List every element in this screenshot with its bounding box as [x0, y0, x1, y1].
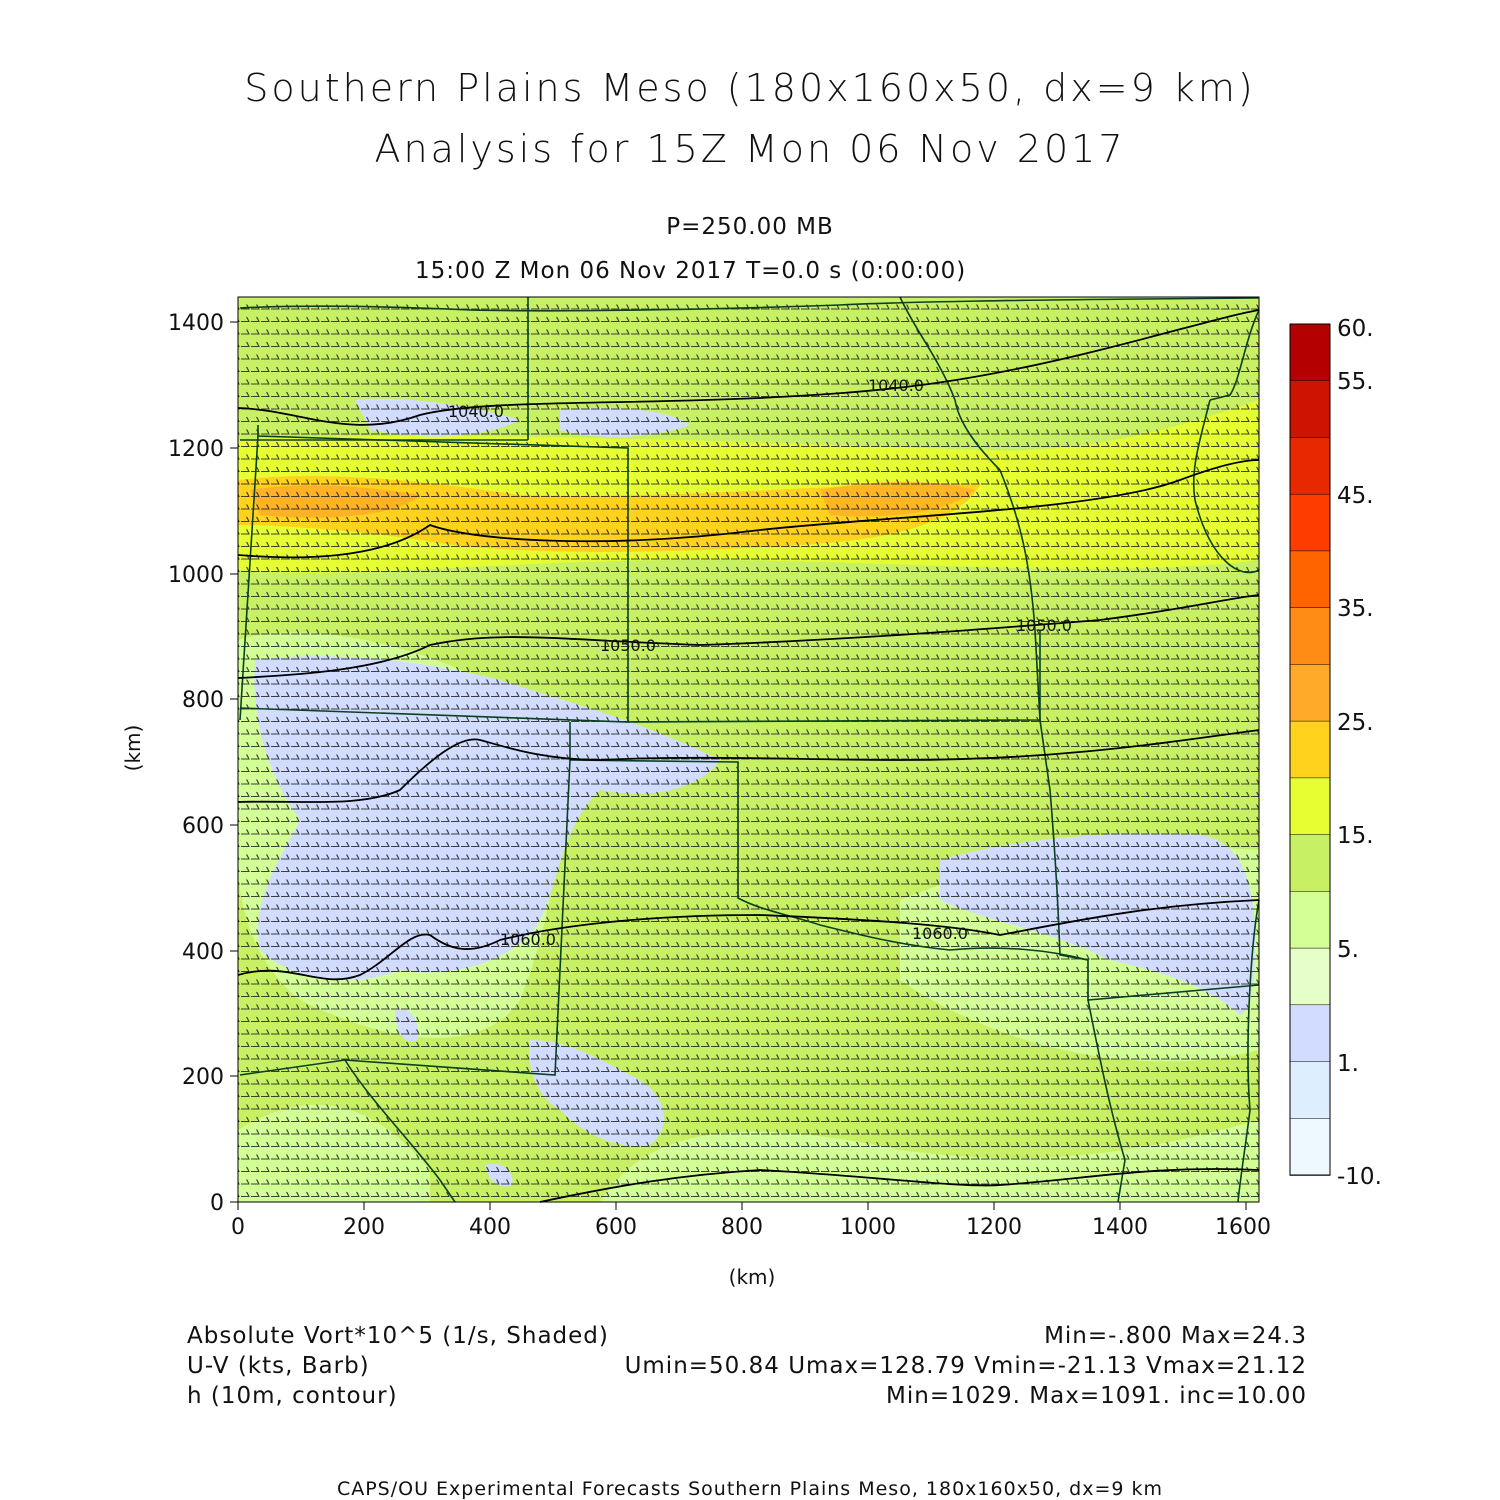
- colorbar-swatch: [1289, 664, 1331, 722]
- colorbar-swatch: [1289, 437, 1331, 495]
- colorbar-label: 60.: [1337, 316, 1374, 342]
- colorbar-label: 25.: [1337, 710, 1374, 736]
- contour-label: 1040.0: [448, 402, 504, 421]
- y-axis-label: (km): [121, 725, 145, 772]
- legend-field3-name: h (10m, contour): [187, 1383, 398, 1409]
- contour-label-group: 1040.0 1040.0 1050.0 1050.0 1060.0 1060.…: [448, 376, 1072, 949]
- x-tick-label: 400: [469, 1215, 511, 1240]
- height-contours: [237, 309, 1260, 1203]
- pressure-level: P=250.00 MB: [666, 214, 834, 240]
- axis-ticks: [230, 321, 1247, 1210]
- legend-field1-stats: Min=-.800 Max=24.3: [1044, 1323, 1307, 1349]
- colorbar-swatch: [1289, 1118, 1331, 1176]
- valid-time: 15:00 Z Mon 06 Nov 2017 T=0.0 s (0:00:00…: [415, 258, 967, 284]
- colorbar-label: 1.: [1337, 1051, 1359, 1077]
- colorbar-swatch: [1289, 493, 1331, 552]
- x-tick-labels: 0 200 400 600 800 1000 1200 1400 1600: [231, 1215, 1271, 1240]
- colorbar-label: 15.: [1337, 823, 1374, 849]
- contour-label: 1050.0: [600, 636, 656, 655]
- y-tick-label: 400: [182, 940, 224, 965]
- state-boundaries: [239, 296, 1260, 1203]
- x-tick-label: 800: [721, 1215, 763, 1240]
- map-title-line2: Analysis for 15Z Mon 06 Nov 2017: [374, 127, 1126, 171]
- colorbar: [1289, 323, 1331, 1176]
- contour-label: 1050.0: [1016, 616, 1072, 635]
- y-tick-label: 1400: [168, 311, 224, 336]
- colorbar-swatch: [1289, 1061, 1331, 1119]
- x-axis-label: (km): [729, 1265, 776, 1289]
- x-tick-label: 0: [231, 1215, 245, 1240]
- legend-field2-name: U-V (kts, Barb): [187, 1353, 370, 1379]
- x-tick-label: 200: [343, 1215, 385, 1240]
- contour-label: 1060.0: [500, 930, 556, 949]
- contour-label: 1060.0: [912, 924, 968, 943]
- wind-barbs: [238, 297, 1259, 1202]
- x-tick-label: 1200: [966, 1215, 1022, 1240]
- colorbar-swatch: [1289, 947, 1331, 1006]
- y-tick-label: 1000: [168, 563, 224, 588]
- contour-label: 1040.0: [868, 376, 924, 395]
- plot-frame: [237, 296, 1260, 1203]
- x-tick-label: 600: [595, 1215, 637, 1240]
- colorbar-swatch: [1289, 550, 1331, 609]
- y-tick-label: 200: [182, 1065, 224, 1090]
- colorbar-swatch: [1289, 607, 1331, 666]
- colorbar-swatch: [1289, 777, 1331, 836]
- y-tick-label: 0: [210, 1191, 224, 1216]
- legend-field1-name: Absolute Vort*10^5 (1/s, Shaded): [187, 1323, 609, 1349]
- colorbar-label: 55.: [1337, 369, 1374, 395]
- colorbar-labels: 60. 55. 45. 35. 25. 15. 5. 1. -10.: [1337, 316, 1382, 1190]
- colorbar-swatch: [1289, 380, 1331, 439]
- y-tick-label: 1200: [168, 437, 224, 462]
- x-tick-label: 1400: [1092, 1215, 1148, 1240]
- x-tick-label: 1000: [840, 1215, 896, 1240]
- colorbar-frame: [1289, 323, 1331, 1176]
- colorbar-swatch: [1289, 834, 1331, 893]
- x-tick-label: 1600: [1215, 1215, 1271, 1240]
- colorbar-label: 35.: [1337, 596, 1374, 622]
- legend-field2-stats: Umin=50.84 Umax=128.79 Vmin=-21.13 Vmax=…: [624, 1353, 1307, 1379]
- map-title-line1: Southern Plains Meso (180x160x50, dx=9 k…: [244, 66, 1256, 110]
- colorbar-label: 45.: [1337, 483, 1374, 509]
- colorbar-swatch: [1289, 323, 1331, 382]
- y-tick-label: 600: [182, 814, 224, 839]
- colorbar-swatch: [1289, 1004, 1331, 1063]
- y-tick-label: 800: [182, 688, 224, 713]
- colorbar-swatch: [1289, 891, 1331, 949]
- y-tick-labels: 0 200 400 600 800 1000 1200 1400: [168, 311, 224, 1216]
- colorbar-label: 5.: [1337, 937, 1359, 963]
- footer-credit: CAPS/OU Experimental Forecasts Southern …: [336, 1478, 1164, 1500]
- colorbar-label: -10.: [1337, 1164, 1382, 1190]
- colorbar-swatch: [1289, 720, 1331, 779]
- legend-field3-stats: Min=1029. Max=1091. inc=10.00: [886, 1383, 1307, 1409]
